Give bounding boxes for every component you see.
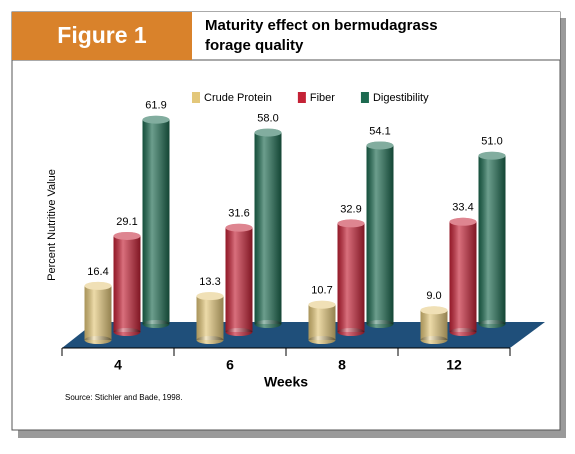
value-label: 10.7 bbox=[311, 285, 332, 297]
bar-shade bbox=[449, 221, 477, 332]
bar-shade bbox=[420, 310, 448, 340]
bar-cap-light bbox=[142, 115, 170, 124]
figure-tab bbox=[12, 12, 192, 60]
bar-cap bbox=[308, 300, 336, 309]
bar-shade-base bbox=[449, 328, 477, 336]
bar-cap-light bbox=[366, 141, 394, 150]
bar-cap bbox=[196, 292, 224, 301]
value-label: 61.9 bbox=[145, 100, 166, 112]
legend-swatch bbox=[297, 92, 306, 103]
bar-shade-base bbox=[84, 336, 112, 344]
bar-cap bbox=[449, 217, 477, 226]
bar-cap-light bbox=[84, 281, 112, 290]
x-axis-label: Weeks bbox=[264, 374, 308, 390]
bar-shade-base bbox=[225, 328, 253, 336]
bar-cap bbox=[254, 128, 282, 137]
source-note: Source: Stichler and Bade, 1998. bbox=[65, 393, 182, 402]
bar-shade bbox=[366, 145, 394, 324]
bar-cap bbox=[420, 306, 448, 315]
bar-cap-light bbox=[225, 223, 253, 232]
bar-cap bbox=[366, 141, 394, 150]
bar-cap bbox=[225, 223, 253, 232]
bar-cap bbox=[337, 219, 365, 228]
legend-label: Digestibility bbox=[373, 92, 429, 104]
bar-cap-light bbox=[308, 300, 336, 309]
bar-shade-base bbox=[337, 328, 365, 336]
bar-shade bbox=[225, 227, 253, 332]
bar-shade bbox=[196, 296, 224, 340]
value-label: 31.6 bbox=[228, 208, 249, 220]
bar-cap-light bbox=[449, 217, 477, 226]
bar-shade bbox=[142, 119, 170, 324]
bar-shade bbox=[84, 285, 112, 340]
bar-shade-base bbox=[308, 336, 336, 344]
bar-shade-base bbox=[254, 320, 282, 328]
bar-shade-base bbox=[113, 328, 141, 336]
value-label: 51.0 bbox=[481, 136, 502, 148]
bar-shade bbox=[254, 132, 282, 324]
value-label: 32.9 bbox=[340, 203, 361, 215]
bar-shade-base bbox=[142, 320, 170, 328]
value-label: 54.1 bbox=[369, 125, 390, 137]
bar-shade-base bbox=[478, 320, 506, 328]
x-tick-label: 6 bbox=[226, 357, 234, 373]
chart-title: forage quality bbox=[205, 37, 304, 54]
bar-cap bbox=[478, 151, 506, 160]
value-label: 13.3 bbox=[199, 276, 220, 288]
value-label: 29.1 bbox=[116, 216, 137, 228]
bar-cap-light bbox=[420, 306, 448, 315]
legend-swatch bbox=[192, 92, 200, 103]
value-label: 16.4 bbox=[87, 266, 108, 278]
figure-label: Figure 1 bbox=[57, 22, 147, 48]
x-tick-label: 12 bbox=[446, 357, 462, 373]
bar-cap bbox=[142, 115, 170, 124]
bar-cap-light bbox=[478, 151, 506, 160]
bar-cap-light bbox=[196, 292, 224, 301]
x-tick-label: 4 bbox=[114, 357, 122, 373]
bar-cap-light bbox=[113, 231, 141, 240]
bar-cap bbox=[113, 231, 141, 240]
bar-shade bbox=[113, 235, 141, 332]
value-label: 33.4 bbox=[452, 202, 473, 214]
frame bbox=[11, 11, 561, 431]
bar-shade-base bbox=[366, 320, 394, 328]
bar-shade bbox=[478, 155, 506, 324]
y-axis-label: Percent Nutritive Value bbox=[46, 169, 58, 281]
value-label: 58.0 bbox=[257, 113, 278, 125]
bar-cap-light bbox=[254, 128, 282, 137]
value-label: 9.0 bbox=[426, 290, 441, 302]
legend-swatch bbox=[360, 92, 369, 103]
bar-shade bbox=[308, 304, 336, 340]
chart-title: Maturity effect on bermudagrass bbox=[205, 17, 438, 34]
bar-shade-base bbox=[196, 336, 224, 344]
bar-cap bbox=[84, 281, 112, 290]
legend-label: Crude Protein bbox=[204, 92, 272, 104]
bar-shade-base bbox=[420, 336, 448, 344]
bar-cap-light bbox=[337, 219, 365, 228]
legend-label: Fiber bbox=[310, 92, 335, 104]
bar-shade bbox=[337, 223, 365, 332]
x-tick-label: 8 bbox=[338, 357, 346, 373]
